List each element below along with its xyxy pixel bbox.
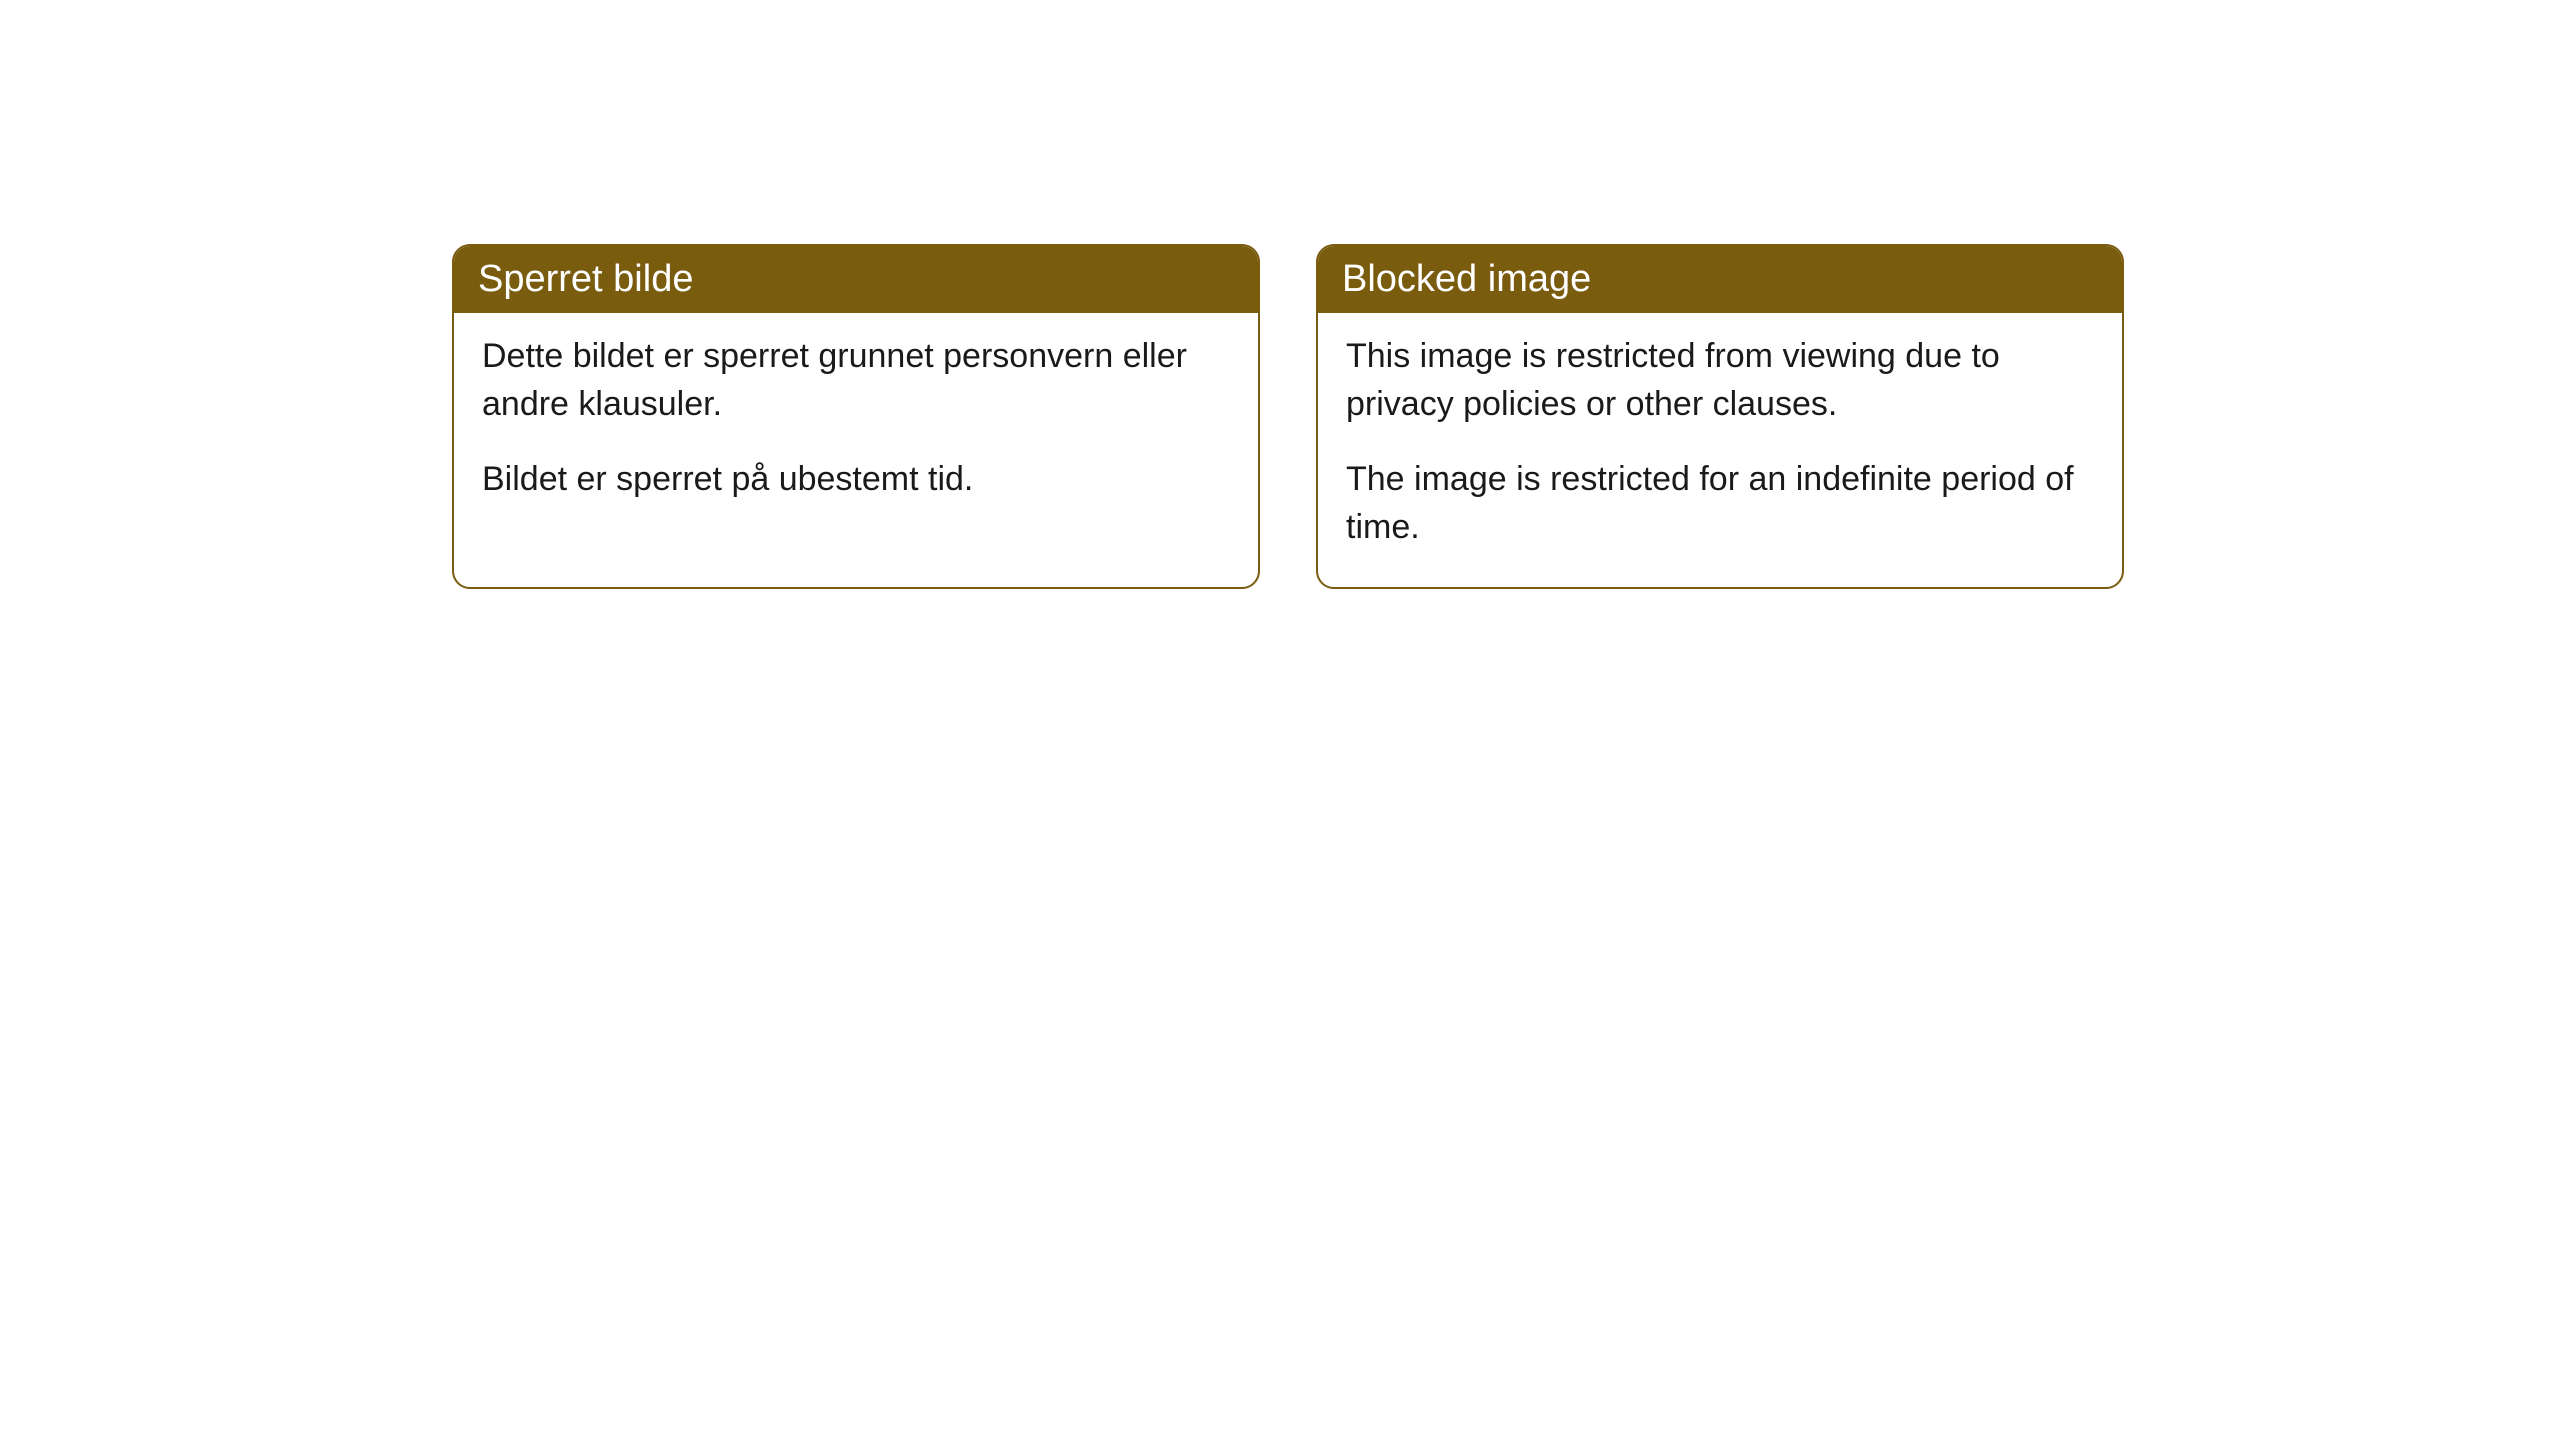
card-body-norwegian: Dette bildet er sperret grunnet personve…	[454, 313, 1258, 540]
card-paragraph-2-norwegian: Bildet er sperret på ubestemt tid.	[482, 456, 1230, 504]
card-header-norwegian: Sperret bilde	[454, 246, 1258, 313]
card-body-english: This image is restricted from viewing du…	[1318, 313, 2122, 587]
card-norwegian: Sperret bilde Dette bildet er sperret gr…	[452, 244, 1260, 589]
cards-container: Sperret bilde Dette bildet er sperret gr…	[452, 244, 2560, 589]
card-english: Blocked image This image is restricted f…	[1316, 244, 2124, 589]
card-paragraph-1-norwegian: Dette bildet er sperret grunnet personve…	[482, 333, 1230, 428]
card-paragraph-2-english: The image is restricted for an indefinit…	[1346, 456, 2094, 551]
card-paragraph-1-english: This image is restricted from viewing du…	[1346, 333, 2094, 428]
card-header-english: Blocked image	[1318, 246, 2122, 313]
